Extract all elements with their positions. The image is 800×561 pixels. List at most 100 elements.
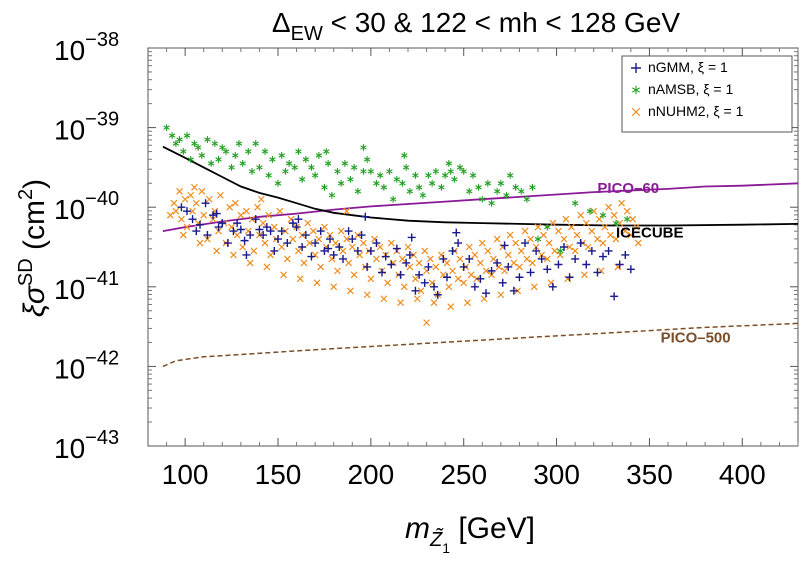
point-cross bbox=[417, 287, 425, 295]
point-cross bbox=[172, 207, 180, 215]
point-star bbox=[445, 160, 453, 167]
point-cross bbox=[610, 211, 618, 219]
point-plus bbox=[240, 236, 249, 245]
point-plus bbox=[301, 231, 310, 240]
point-cross bbox=[384, 279, 391, 287]
point-cross bbox=[577, 211, 585, 219]
curve-label: PICO–60 bbox=[597, 180, 659, 197]
point-star bbox=[282, 167, 289, 175]
point-star bbox=[544, 223, 551, 231]
point-star bbox=[360, 167, 367, 175]
point-plus bbox=[405, 250, 414, 259]
point-plus bbox=[329, 250, 338, 259]
point-cross bbox=[315, 235, 323, 243]
point-plus bbox=[381, 252, 390, 261]
point-plus bbox=[433, 290, 442, 299]
point-plus bbox=[353, 246, 362, 255]
point-star bbox=[432, 167, 440, 175]
point-cross bbox=[426, 255, 434, 263]
point-plus bbox=[266, 227, 275, 236]
point-cross bbox=[599, 239, 607, 247]
point-star bbox=[168, 132, 176, 139]
point-plus bbox=[372, 239, 381, 248]
point-plus bbox=[439, 254, 448, 263]
x-tick-label: 300 bbox=[533, 459, 580, 490]
y-axis-label: ξσSD (cm2) bbox=[15, 179, 51, 317]
point-plus bbox=[298, 243, 307, 251]
point-cross bbox=[529, 259, 536, 267]
point-cross bbox=[295, 247, 302, 255]
point-cross bbox=[633, 223, 640, 231]
y-tick-labels: 10−38 10−39 10−40 10−41 10−42 10−43 bbox=[54, 29, 119, 464]
point-plus bbox=[621, 250, 630, 259]
point-cross bbox=[493, 235, 501, 243]
point-plus bbox=[487, 266, 496, 275]
point-cross bbox=[430, 299, 438, 307]
point-cross bbox=[413, 295, 421, 303]
point-plus bbox=[324, 244, 333, 253]
point-star bbox=[298, 175, 306, 183]
point-plus bbox=[236, 225, 245, 234]
point-cross bbox=[517, 247, 525, 255]
point-star bbox=[269, 156, 276, 163]
point-plus bbox=[565, 273, 574, 282]
point-star bbox=[337, 179, 345, 187]
point-cross bbox=[627, 231, 635, 239]
point-star bbox=[586, 207, 594, 215]
point-star bbox=[350, 164, 358, 171]
point-cross bbox=[166, 211, 174, 219]
point-star bbox=[493, 187, 501, 195]
point-plus bbox=[543, 265, 552, 274]
point-star bbox=[222, 148, 230, 155]
point-star bbox=[308, 164, 315, 171]
point-plus bbox=[277, 227, 286, 236]
point-star bbox=[323, 148, 330, 155]
point-plus bbox=[363, 262, 372, 271]
point-star bbox=[363, 156, 371, 163]
point-plus bbox=[246, 231, 255, 240]
point-cross bbox=[257, 195, 265, 203]
point-star bbox=[512, 183, 519, 191]
point-plus bbox=[196, 220, 204, 229]
point-star bbox=[529, 183, 536, 191]
point-plus bbox=[251, 215, 260, 224]
point-cross bbox=[467, 271, 475, 279]
point-cross bbox=[456, 255, 464, 263]
point-cross bbox=[313, 279, 321, 287]
point-cross bbox=[521, 227, 529, 235]
point-plus bbox=[259, 231, 268, 240]
point-plus bbox=[582, 260, 591, 269]
point-star bbox=[571, 199, 579, 207]
point-plus bbox=[292, 223, 301, 232]
point-plus bbox=[521, 239, 529, 248]
point-cross bbox=[231, 199, 239, 207]
point-star bbox=[194, 144, 202, 151]
point-star bbox=[172, 140, 180, 147]
point-star bbox=[354, 187, 362, 195]
point-cross bbox=[330, 283, 338, 291]
point-star bbox=[321, 183, 328, 191]
point-plus bbox=[424, 262, 433, 271]
point-plus bbox=[233, 219, 242, 228]
point-cross bbox=[621, 227, 629, 235]
point-plus bbox=[610, 292, 619, 301]
point-cross bbox=[454, 275, 462, 283]
point-star bbox=[484, 179, 492, 187]
point-plus bbox=[366, 246, 375, 255]
point-cross bbox=[261, 239, 269, 247]
point-cross bbox=[484, 247, 492, 255]
point-star bbox=[360, 144, 367, 151]
point-cross bbox=[246, 259, 254, 267]
point-plus bbox=[631, 63, 641, 73]
point-plus bbox=[498, 278, 507, 287]
point-plus bbox=[626, 265, 635, 274]
point-cross bbox=[471, 251, 479, 259]
curve-label: PICO–500 bbox=[661, 330, 731, 347]
point-star bbox=[347, 175, 354, 183]
point-cross bbox=[181, 195, 189, 203]
point-star bbox=[401, 152, 408, 159]
point-cross bbox=[534, 223, 542, 231]
point-star bbox=[207, 160, 215, 167]
point-cross bbox=[432, 263, 440, 271]
point-cross bbox=[412, 275, 419, 283]
